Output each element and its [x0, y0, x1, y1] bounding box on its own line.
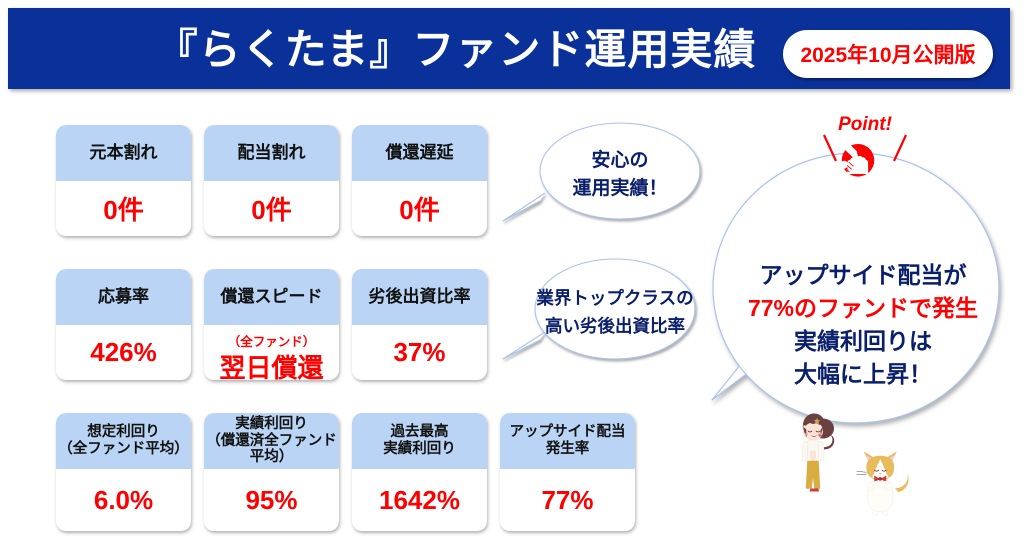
svg-text:運用実績！: 運用実績！: [572, 176, 667, 199]
svg-text:77%のファンドで発生: 77%のファンドで発生: [748, 295, 978, 321]
svg-text:実績利回りは: 実績利回りは: [794, 328, 932, 354]
svg-text:アップサイド配当が: アップサイド配当が: [760, 262, 967, 288]
svg-text:安心の: 安心の: [591, 148, 648, 171]
svg-text:Point!: Point!: [838, 114, 892, 135]
svg-text:高い劣後出資比率: 高い劣後出資比率: [545, 316, 685, 336]
svg-text:業界トップクラスの: 業界トップクラスの: [535, 288, 693, 308]
